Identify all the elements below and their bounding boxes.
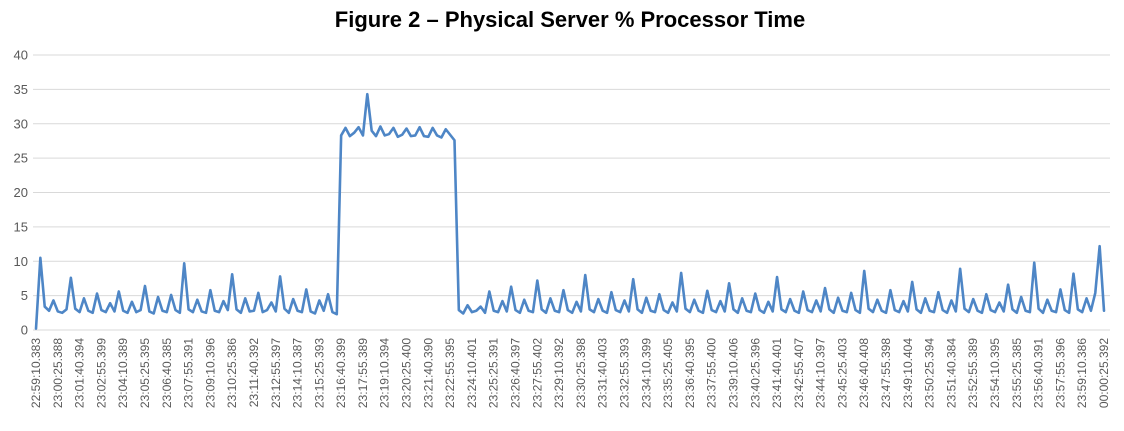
x-axis-tick-label: 23:09:10.396: [203, 338, 217, 408]
y-axis-tick-label: 25: [14, 151, 28, 166]
y-axis-tick-label: 10: [14, 254, 28, 269]
y-axis-tick-label: 0: [21, 323, 28, 338]
x-axis-tick-label: 23:37:55.400: [705, 338, 719, 408]
x-axis-tick-label: 23:55:25.385: [1010, 338, 1024, 408]
x-axis-tick-label: 23:16:40.399: [334, 338, 348, 408]
x-axis-tick-label: 23:40:25.396: [748, 338, 762, 408]
x-axis-tick-label: 23:02:55.399: [94, 338, 108, 408]
y-axis-tick-label: 35: [14, 82, 28, 97]
x-axis-tick-label: 23:14:10.387: [291, 338, 305, 408]
x-axis-tick-label: 23:54:10.395: [988, 338, 1002, 408]
chart-title: Figure 2 – Physical Server % Processor T…: [334, 7, 806, 32]
data-series-line: [34, 92, 1106, 330]
x-axis-tick-label: 23:10:25.386: [225, 338, 239, 408]
x-axis-tick-label: 23:56:40.391: [1032, 338, 1046, 408]
x-axis-tick-label: 23:00:25.388: [51, 338, 65, 408]
x-axis-tick-label: 23:07:55.391: [182, 338, 196, 408]
x-axis-tick-label: 23:34:10.399: [639, 338, 653, 408]
x-axis-tick-label: 23:35:25.405: [661, 338, 675, 408]
x-axis-tick-label: 23:29:10.392: [552, 338, 566, 408]
x-axis-tick-label: 23:36:40.395: [683, 338, 697, 408]
x-axis-tick-label: 23:11:40.392: [247, 338, 261, 408]
x-axis-tick-label: 23:06:40.385: [160, 338, 174, 408]
x-axis-tick-label: 23:21:40.390: [421, 338, 435, 408]
x-axis-tick-label: 23:31:40.403: [596, 338, 610, 408]
y-axis-tick-label: 15: [14, 219, 28, 234]
x-axis-tick-label: 23:17:55.389: [356, 338, 370, 408]
x-axis-tick-label: 23:15:25.393: [312, 338, 326, 408]
x-axis-tick-label: 23:26:40.397: [509, 338, 523, 408]
y-axis-tick-label: 30: [14, 116, 28, 131]
x-axis-tick-label: 23:46:40.408: [857, 338, 871, 408]
x-axis-tick-label: 23:59:10.386: [1075, 338, 1089, 408]
x-axis-tick-label: 23:22:55.395: [443, 338, 457, 408]
x-axis-tick-label: 23:49:10.404: [901, 338, 915, 408]
x-axis-tick-label: 23:39:10.406: [726, 338, 740, 408]
y-axis-tick-label: 20: [14, 185, 28, 200]
x-axis-tick-label: 23:05:25.395: [138, 338, 152, 408]
x-axis-tick-label: 22:59:10.383: [29, 338, 43, 408]
x-axis-tick-label: 23:27:55.402: [530, 338, 544, 408]
x-axis-tick-label: 23:52:55.389: [966, 338, 980, 408]
x-axis-tick-label: 23:47:55.398: [879, 338, 893, 408]
x-axis-tick-label: 23:42:55.407: [792, 338, 806, 408]
x-axis-tick-label: 23:41:40.401: [770, 338, 784, 408]
x-axis-tick-label: 23:50:25.394: [923, 338, 937, 408]
x-axis-tick-label: 00:00:25.392: [1097, 338, 1111, 408]
x-axis-tick-label: 23:24:10.401: [465, 338, 479, 408]
y-axis-tick-label: 40: [14, 48, 28, 63]
x-axis-tick-label: 23:19:10.394: [378, 338, 392, 408]
x-axis-tick-label: 23:44:10.397: [814, 338, 828, 408]
x-axis-tick-label: 23:25:25.391: [487, 338, 501, 408]
x-axis-tick-label: 23:57:55.396: [1053, 338, 1067, 408]
x-axis-tick-label: 23:01:40.394: [73, 338, 87, 408]
x-axis-tick-label: 23:32:55.393: [617, 338, 631, 408]
x-axis-tick-label: 23:30:25.398: [574, 338, 588, 408]
x-axis-tick-label: 23:20:25.400: [400, 338, 414, 408]
x-axis-tick-label: 23:12:55.397: [269, 338, 283, 408]
x-axis-tick-label: 23:45:25.403: [835, 338, 849, 408]
x-axis-tick-label: 23:04:10.389: [116, 338, 130, 408]
y-axis-tick-label: 5: [21, 288, 28, 303]
x-axis-tick-label: 23:51:40.384: [944, 338, 958, 408]
